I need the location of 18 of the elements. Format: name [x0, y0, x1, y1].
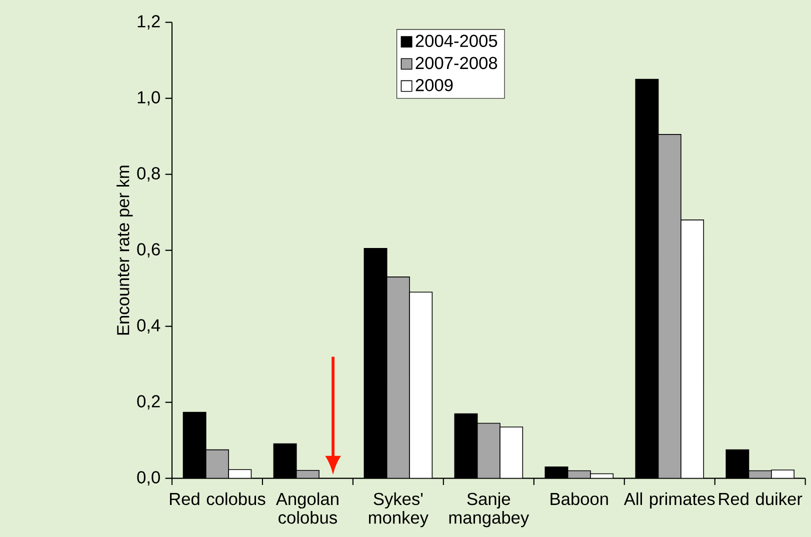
x-tick-label: All primates — [624, 492, 715, 509]
y-tick-label: 0,0 — [137, 471, 160, 486]
x-tick-label: Red duiker — [719, 492, 802, 506]
y-tick-label: 1,2 — [138, 15, 160, 30]
y-tick-label: 0,2 — [137, 395, 160, 410]
x-tick-label: Sanje mangabey — [449, 492, 530, 528]
x-tick-label: Angolan colobus — [276, 492, 338, 524]
x-tick-label: Baboon — [550, 492, 608, 506]
y-tick-label: 0,8 — [137, 167, 160, 182]
y-tick-label: 0,4 — [137, 319, 160, 334]
y-axis-title: Encounter rate per km — [116, 166, 133, 335]
x-tick-label: Red colobus — [170, 492, 266, 506]
legend-label: 2009 — [416, 78, 453, 92]
legend-label: 2007-2008 — [416, 56, 498, 70]
y-tick-label: 1,0 — [138, 91, 160, 106]
legend-label: 2004-2005 — [416, 34, 498, 48]
y-tick-label: 0,6 — [137, 243, 160, 258]
x-tick-label: Sykes' monkey — [368, 492, 428, 528]
